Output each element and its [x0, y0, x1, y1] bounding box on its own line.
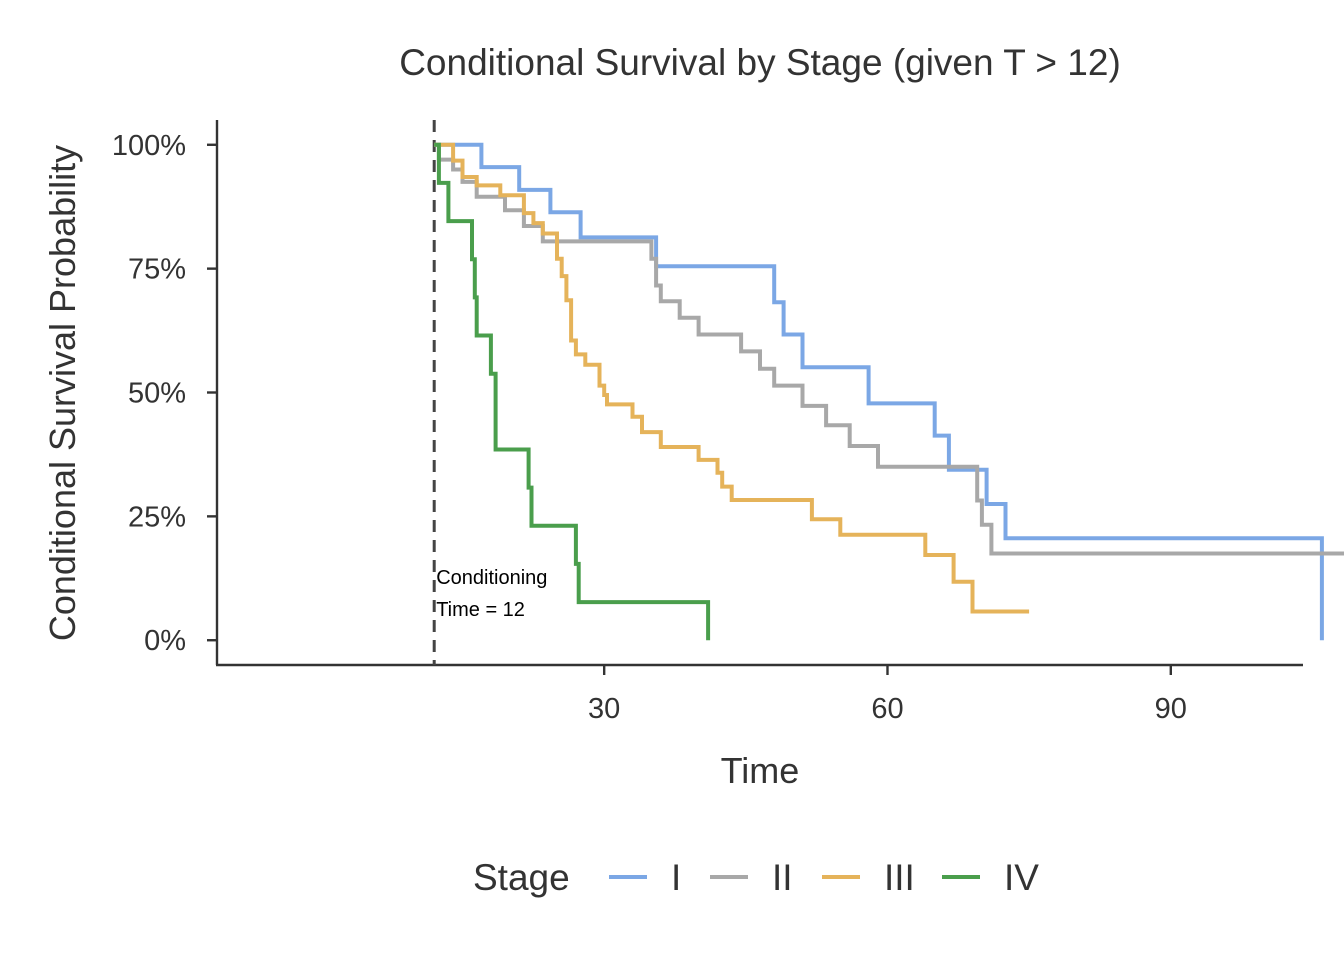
legend-label-stage-I: I	[671, 857, 681, 898]
x-axis-title: Time	[721, 750, 800, 791]
y-axis-ticks: 0% 25% 50% 75% 100%	[112, 130, 217, 657]
legend-label-stage-III: III	[884, 857, 915, 898]
y-tick-label: 0%	[144, 625, 186, 657]
y-tick-label: 75%	[128, 254, 186, 286]
legend: Stage I II III IV	[473, 857, 1039, 898]
conditioning-annotation-line2: Time = 12	[436, 599, 525, 621]
legend-label-stage-IV: IV	[1004, 857, 1039, 898]
survival-curves	[434, 142, 1344, 641]
chart-title: Conditional Survival by Stage (given T >…	[399, 42, 1121, 83]
y-axis-title: Conditional Survival Probability	[42, 145, 83, 641]
x-axis-ticks: 306090120	[588, 665, 1187, 725]
legend-label-stage-II: II	[772, 857, 793, 898]
y-tick-label: 50%	[128, 378, 186, 410]
x-tick-label: 60	[871, 693, 903, 725]
x-tick-label: 90	[1155, 693, 1187, 725]
x-tick-label: 30	[588, 693, 620, 725]
survival-curve-stage-I	[434, 142, 1324, 641]
conditioning-annotation-line1: Conditioning	[436, 567, 547, 589]
survival-curve-stage-II	[434, 142, 1344, 556]
y-tick-label: 25%	[128, 501, 186, 533]
survival-curve-stage-IV	[434, 142, 711, 641]
survival-curve-stage-III	[434, 142, 1030, 614]
legend-title: Stage	[473, 857, 570, 898]
y-tick-label: 100%	[112, 130, 186, 162]
